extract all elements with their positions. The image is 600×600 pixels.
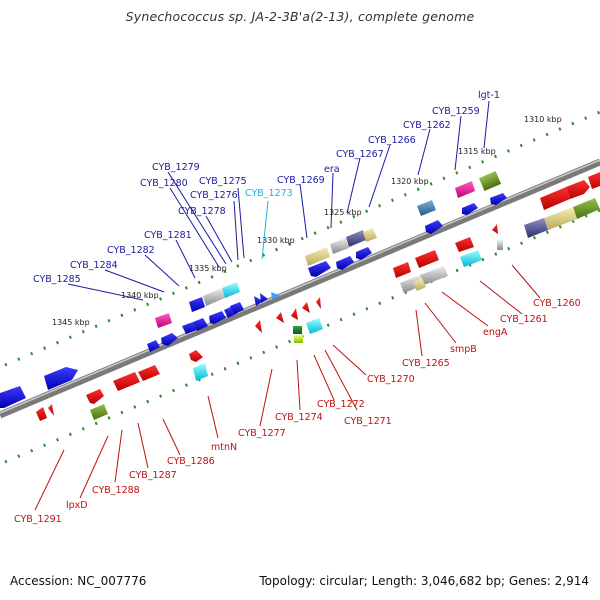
kbp-label: 1335 kbp <box>189 264 227 273</box>
outer-tick-track <box>4 110 600 367</box>
gene-label-forward[interactable]: CYB_1279 <box>152 162 200 173</box>
backbone-features <box>0 172 600 408</box>
gene-label-forward[interactable]: CYB_1280 <box>140 178 188 189</box>
gene-label-reverse[interactable]: lpxD <box>66 500 88 511</box>
gene-label-forward[interactable]: lgt-1 <box>478 90 500 101</box>
reverse-leaders <box>34 264 541 511</box>
gene-label-reverse[interactable]: CYB_1274 <box>275 412 323 423</box>
gene-label-reverse[interactable]: CYB_1260 <box>533 298 581 309</box>
gene-label-forward[interactable]: CYB_1273 <box>245 188 293 199</box>
kbp-label: 1325 kbp <box>324 208 362 217</box>
forward-features <box>147 171 507 352</box>
forward-leaders <box>67 100 490 301</box>
reverse-features <box>36 224 503 421</box>
kbp-label: 1340 kbp <box>121 291 159 300</box>
gene-label-reverse[interactable]: CYB_1271 <box>344 416 392 427</box>
gene-label-reverse[interactable]: smpB <box>450 344 477 355</box>
gene-label-forward[interactable]: CYB_1262 <box>403 120 451 131</box>
map-title: Synechococcus sp. JA-2-3B'a(2-13), compl… <box>125 9 475 24</box>
gene-label-forward[interactable]: era <box>324 164 340 175</box>
kbp-label: 1330 kbp <box>257 236 295 245</box>
gene-label-reverse[interactable]: mtnN <box>211 442 237 453</box>
gene-label-forward[interactable]: CYB_1259 <box>432 106 480 117</box>
genome-summary-text: Topology: circular; Length: 3,046,682 bp… <box>259 574 589 588</box>
gene-label-forward[interactable]: CYB_1284 <box>70 260 118 271</box>
gene-label-reverse[interactable]: CYB_1265 <box>402 358 450 369</box>
accession-text: Accession: NC_007776 <box>10 574 147 588</box>
gene-label-forward[interactable]: CYB_1285 <box>33 274 81 285</box>
highlight-leader <box>261 200 269 260</box>
gene-label-reverse[interactable]: CYB_1272 <box>317 399 365 410</box>
genome-backbone <box>0 158 600 419</box>
gene-label-reverse[interactable]: CYB_1286 <box>167 456 215 467</box>
kbp-label: 1315 kbp <box>458 147 496 156</box>
gene-label-forward[interactable]: CYB_1278 <box>178 206 226 217</box>
gene-label-forward[interactable]: CYB_1275 <box>199 176 247 187</box>
gene-label-reverse[interactable]: CYB_1261 <box>500 314 548 325</box>
gene-label-reverse[interactable]: engA <box>483 327 508 338</box>
gene-label-forward[interactable]: CYB_1276 <box>190 190 238 201</box>
gene-label-reverse[interactable]: CYB_1287 <box>129 470 177 481</box>
gene-label-forward[interactable]: CYB_1269 <box>277 175 325 186</box>
kbp-label: 1320 kbp <box>391 177 429 186</box>
gene-label-reverse[interactable]: CYB_1277 <box>238 428 286 439</box>
gene-label-reverse[interactable]: CYB_1291 <box>14 514 62 525</box>
kbp-label: 1310 kbp <box>524 115 562 124</box>
genome-backbone-highlight <box>0 159 600 414</box>
gene-label-forward[interactable]: CYB_1267 <box>336 149 384 160</box>
gene-label-reverse[interactable]: CYB_1288 <box>92 485 140 496</box>
kbp-label: 1345 kbp <box>52 318 90 327</box>
gene-label-forward[interactable]: CYB_1282 <box>107 245 155 256</box>
gene-label-forward[interactable]: CYB_1281 <box>144 230 192 241</box>
gene-label-reverse[interactable]: CYB_1270 <box>367 374 415 385</box>
gene-label-forward[interactable]: CYB_1266 <box>368 135 416 146</box>
